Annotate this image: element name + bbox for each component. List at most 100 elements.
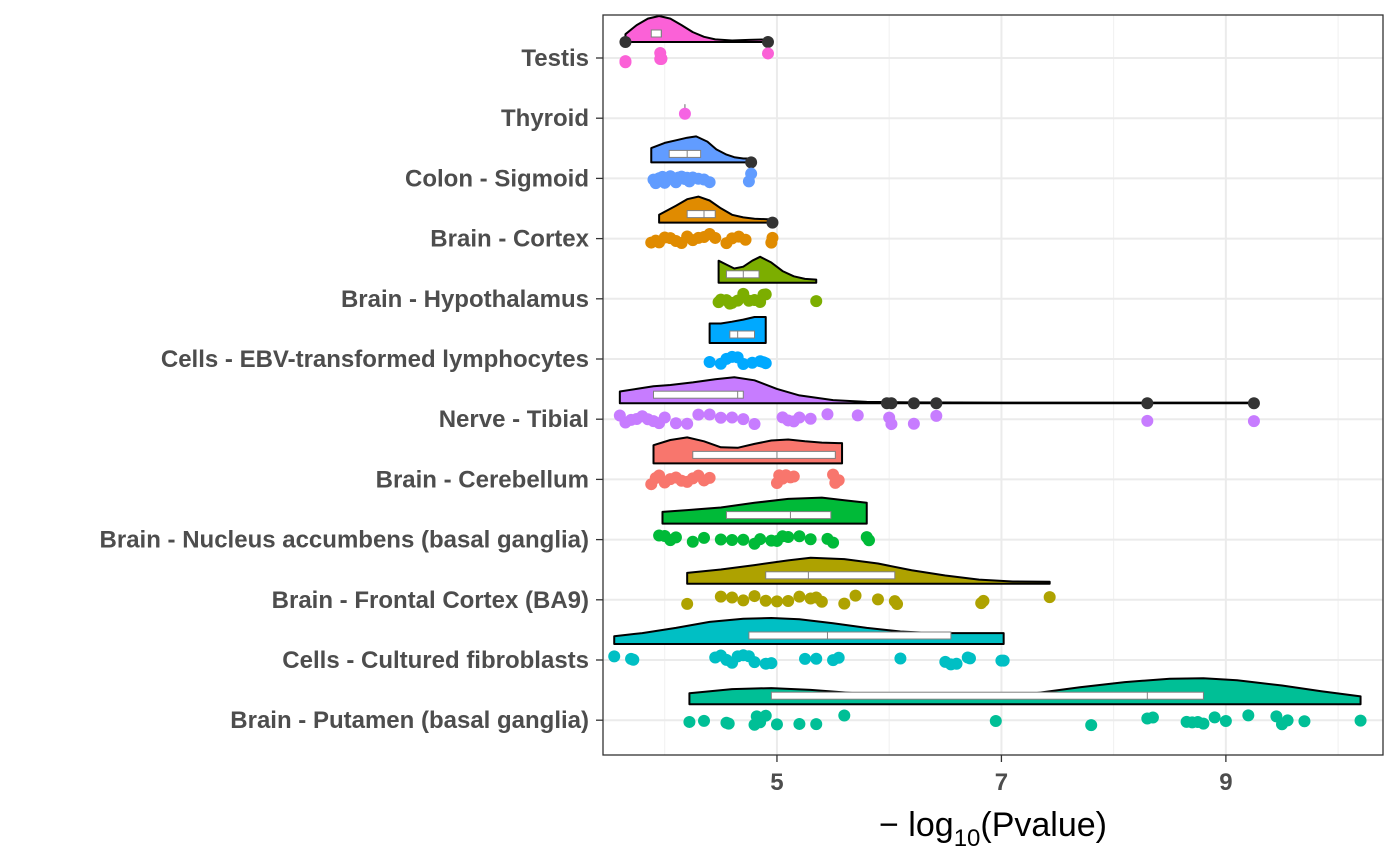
data-point bbox=[950, 657, 963, 670]
data-point bbox=[1281, 714, 1294, 727]
x-axis: 5 7 9 bbox=[770, 755, 1233, 796]
data-point bbox=[1354, 714, 1367, 727]
panel-border bbox=[602, 14, 1384, 756]
x-tick-label: 5 bbox=[770, 769, 783, 796]
data-point bbox=[989, 715, 1002, 728]
data-point bbox=[1298, 715, 1311, 728]
data-point bbox=[770, 718, 783, 731]
data-point bbox=[907, 417, 920, 430]
data-point bbox=[810, 718, 823, 731]
data-point bbox=[759, 288, 772, 301]
y-category-label: Brain - Cortex bbox=[430, 226, 589, 253]
data-point bbox=[692, 408, 705, 421]
data-point bbox=[655, 52, 668, 65]
data-point bbox=[681, 597, 694, 610]
y-category-label: Brain - Frontal Cortex (BA9) bbox=[272, 587, 589, 614]
data-point bbox=[821, 408, 834, 421]
outlier-point bbox=[766, 216, 779, 229]
y-axis: Testis Thyroid Colon - Sigmoid Brain - Cort… bbox=[100, 45, 603, 734]
boxplot-box bbox=[725, 270, 760, 279]
outlier-point bbox=[761, 36, 774, 48]
data-point bbox=[759, 357, 772, 370]
data-point bbox=[862, 534, 875, 547]
data-point bbox=[745, 167, 758, 180]
data-point bbox=[1242, 709, 1255, 722]
data-point bbox=[737, 357, 750, 370]
data-point bbox=[703, 408, 716, 421]
data-point bbox=[658, 411, 671, 424]
outlier-point bbox=[885, 397, 898, 410]
data-point bbox=[726, 411, 739, 424]
data-point bbox=[698, 714, 711, 727]
x-tick-label: 7 bbox=[995, 769, 1008, 796]
data-point bbox=[1085, 719, 1098, 732]
y-category-label: Colon - Sigmoid bbox=[405, 165, 589, 192]
density-clouds bbox=[613, 15, 1362, 706]
rain-points bbox=[608, 47, 1367, 732]
y-category-label: Brain - Putamen (basal ganglia) bbox=[230, 707, 589, 734]
data-point bbox=[714, 411, 727, 424]
x-axis-title: − log10(Pvalue) bbox=[879, 806, 1107, 852]
data-point bbox=[748, 418, 761, 431]
data-point bbox=[678, 107, 691, 120]
data-point bbox=[787, 470, 800, 483]
boxplot-box bbox=[686, 210, 716, 219]
outlier-point bbox=[745, 156, 758, 169]
data-point bbox=[737, 413, 750, 426]
data-point bbox=[737, 533, 750, 546]
data-point bbox=[849, 589, 862, 602]
data-point bbox=[832, 651, 845, 664]
boxplot-box bbox=[692, 450, 836, 459]
data-point bbox=[894, 652, 907, 665]
data-point bbox=[698, 531, 711, 544]
data-point bbox=[669, 531, 682, 544]
outlier-point bbox=[619, 36, 632, 48]
y-category-label: Testis bbox=[521, 45, 589, 72]
data-point bbox=[714, 533, 727, 546]
data-point bbox=[977, 594, 990, 607]
data-point bbox=[683, 715, 696, 728]
data-point bbox=[793, 717, 806, 730]
boxplot-box bbox=[748, 631, 952, 640]
data-point bbox=[703, 176, 716, 189]
data-point bbox=[669, 417, 682, 430]
data-point bbox=[754, 533, 767, 546]
boxplot-box bbox=[770, 691, 1204, 700]
data-point bbox=[709, 231, 722, 244]
outlier-point bbox=[907, 397, 920, 410]
y-category-label: Brain - Cerebellum bbox=[376, 466, 589, 493]
data-point bbox=[838, 709, 851, 722]
data-point bbox=[891, 597, 904, 610]
data-point bbox=[804, 533, 817, 546]
data-point bbox=[799, 652, 812, 665]
boxplot-box bbox=[668, 149, 702, 158]
data-point bbox=[1208, 711, 1221, 724]
x-axis-title-subscript: 10 bbox=[954, 825, 981, 852]
density-cloud bbox=[618, 376, 1255, 405]
data-point bbox=[810, 295, 823, 308]
data-point bbox=[722, 717, 735, 730]
data-point bbox=[1043, 591, 1056, 604]
boxplot-box bbox=[650, 29, 662, 38]
outlier-point bbox=[1141, 397, 1154, 410]
data-point bbox=[815, 595, 828, 608]
data-point bbox=[686, 535, 699, 548]
data-point bbox=[1219, 715, 1232, 728]
data-point bbox=[726, 533, 739, 546]
x-axis-title-prefix: − log bbox=[879, 806, 954, 844]
data-point bbox=[832, 474, 845, 487]
data-point bbox=[726, 591, 739, 604]
data-point bbox=[627, 653, 640, 666]
data-point bbox=[838, 597, 851, 610]
data-point bbox=[851, 409, 864, 422]
y-category-label: Cells - EBV-transformed lymphocytes bbox=[161, 346, 589, 373]
boxplot-box bbox=[725, 511, 832, 520]
y-category-label: Brain - Nucleus accumbens (basal ganglia… bbox=[100, 527, 589, 554]
x-axis-title-suffix: (Pvalue) bbox=[980, 806, 1107, 844]
data-point bbox=[1146, 711, 1159, 724]
data-point bbox=[681, 417, 694, 430]
data-point bbox=[714, 590, 727, 603]
boxplot-box bbox=[729, 330, 756, 339]
